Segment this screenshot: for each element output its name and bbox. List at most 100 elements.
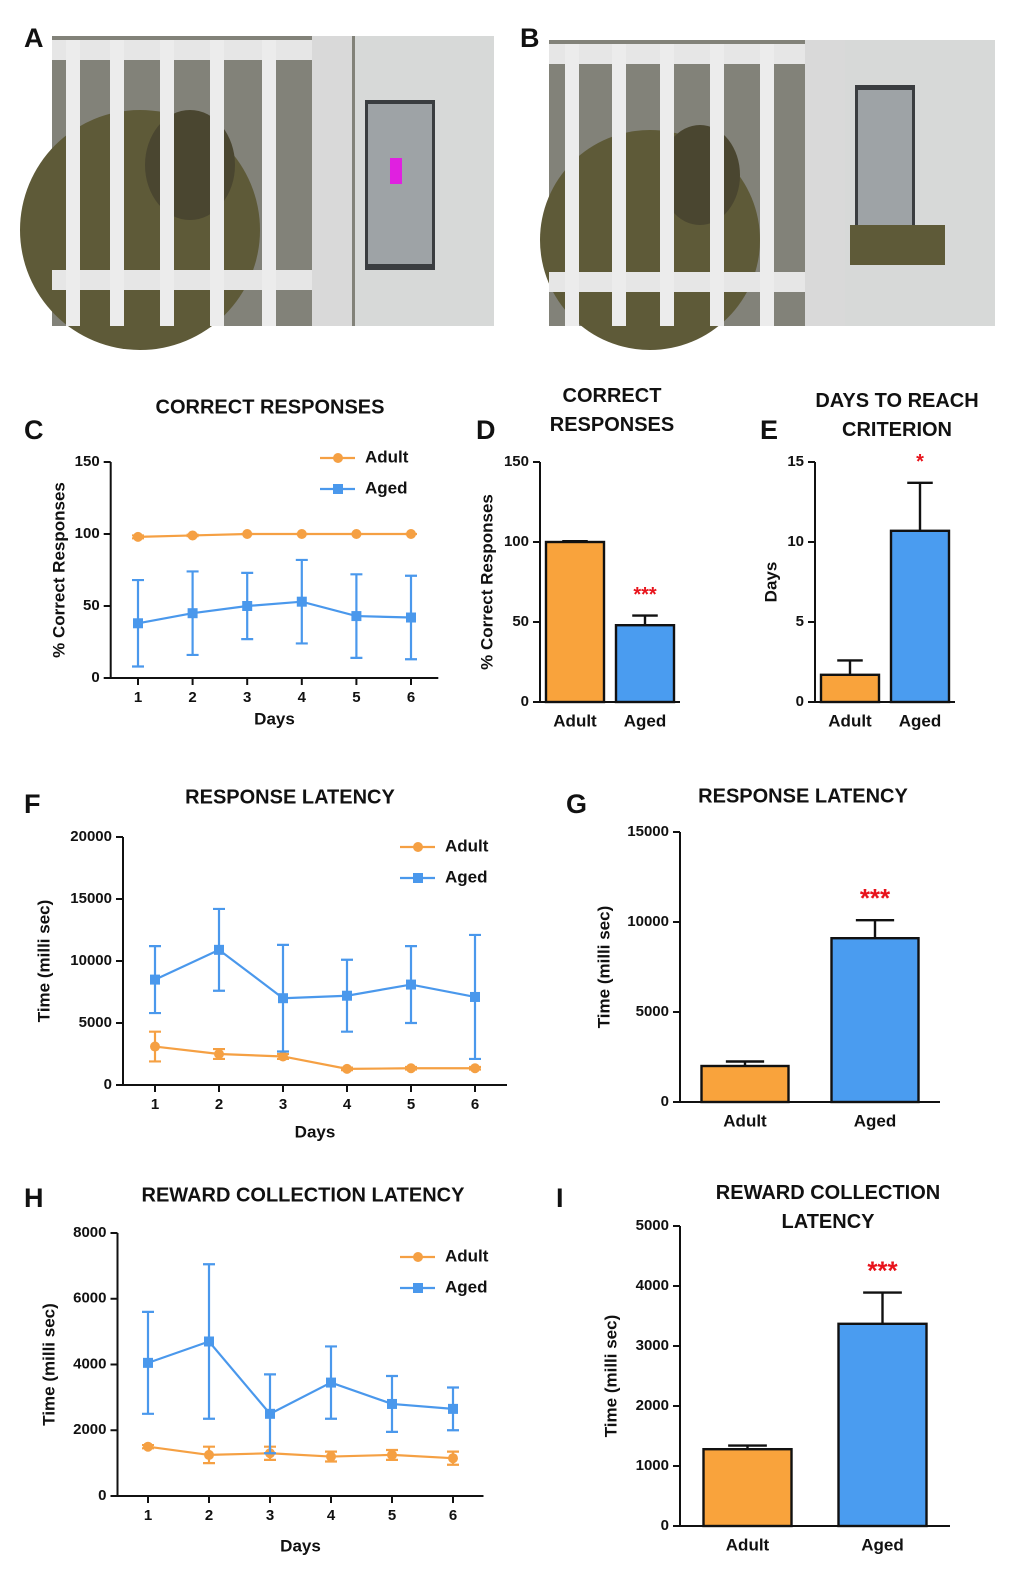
point bbox=[204, 1449, 214, 1460]
bar bbox=[614, 624, 676, 704]
y-axis-label: Time (milli sec) bbox=[594, 906, 613, 1029]
y-tick-label: 0 bbox=[661, 1517, 669, 1534]
x-tick-label: 6 bbox=[471, 1096, 479, 1113]
point bbox=[278, 1051, 288, 1062]
photo-a bbox=[20, 36, 494, 350]
y-tick-label: 2000 bbox=[73, 1421, 106, 1438]
x-tick-label: 4 bbox=[343, 1096, 352, 1113]
y-tick-label: 150 bbox=[504, 453, 529, 470]
x-axis-label: Days bbox=[280, 1536, 321, 1555]
x-tick-label: 1 bbox=[134, 689, 142, 706]
chart-title: CORRECT RESPONSES bbox=[550, 385, 674, 436]
bar bbox=[819, 673, 881, 704]
panel-letter: D bbox=[476, 415, 496, 445]
x-tick-label: 1 bbox=[151, 1096, 159, 1113]
point bbox=[214, 1049, 224, 1059]
title-line: DAYS TO REACH bbox=[815, 390, 978, 412]
point bbox=[342, 990, 352, 1001]
chart-title: DAYS TO REACH CRITERION bbox=[815, 390, 978, 441]
panel-letter: I bbox=[556, 1183, 564, 1213]
panel-letter: G bbox=[566, 789, 587, 819]
point bbox=[406, 612, 416, 623]
x-tick-label: 4 bbox=[298, 689, 307, 706]
chart-title: RESPONSE LATENCY bbox=[185, 786, 395, 808]
point bbox=[470, 991, 480, 1002]
chart-title: RESPONSE LATENCY bbox=[698, 785, 908, 807]
series-line bbox=[137, 600, 412, 625]
point bbox=[387, 1398, 397, 1409]
y-tick-label: 15 bbox=[787, 453, 804, 470]
photo-b bbox=[540, 40, 995, 350]
panel-letter: E bbox=[760, 415, 778, 445]
y-tick-label: 50 bbox=[83, 597, 100, 614]
x-tick-label: 2 bbox=[205, 1507, 213, 1524]
bar bbox=[702, 1447, 793, 1528]
point bbox=[265, 1408, 275, 1419]
point bbox=[214, 944, 224, 955]
point bbox=[133, 618, 143, 629]
y-axis-label: % Correct Responses bbox=[49, 482, 68, 658]
bar bbox=[544, 540, 606, 704]
legend-marker bbox=[413, 1283, 423, 1293]
x-tick-label: 5 bbox=[352, 689, 360, 706]
chart-title: REWARD COLLECTION LATENCY bbox=[142, 1184, 466, 1206]
y-tick-label: 10000 bbox=[70, 952, 112, 969]
title-line: RESPONSES bbox=[550, 414, 674, 436]
x-tick-label: Adult bbox=[726, 1535, 770, 1554]
point bbox=[296, 529, 307, 539]
y-tick-label: 15000 bbox=[70, 890, 112, 907]
point bbox=[187, 530, 198, 541]
point bbox=[278, 993, 288, 1004]
x-tick-label: 6 bbox=[449, 1507, 457, 1524]
significance: *** bbox=[867, 1255, 898, 1285]
y-tick-label: 100 bbox=[504, 533, 529, 550]
point bbox=[342, 1063, 352, 1074]
x-tick-label: Adult bbox=[553, 711, 597, 730]
point bbox=[351, 529, 362, 539]
title-line: CORRECT bbox=[563, 385, 662, 407]
y-tick-label: 50 bbox=[512, 613, 529, 630]
legend-marker bbox=[333, 453, 343, 463]
y-tick-label: 10 bbox=[787, 533, 804, 550]
y-tick-label: 15000 bbox=[627, 823, 669, 840]
point bbox=[406, 529, 416, 539]
y-tick-label: 4000 bbox=[73, 1355, 106, 1372]
y-tick-label: 10000 bbox=[627, 913, 669, 930]
x-tick-label: Aged bbox=[899, 711, 942, 730]
point bbox=[143, 1357, 153, 1368]
x-tick-label: 5 bbox=[388, 1507, 396, 1524]
point bbox=[242, 601, 253, 611]
x-tick-label: 2 bbox=[188, 689, 196, 706]
error-bar bbox=[632, 614, 658, 626]
bar bbox=[700, 1064, 790, 1104]
y-tick-label: 150 bbox=[75, 453, 100, 470]
x-tick-label: 4 bbox=[327, 1507, 336, 1524]
y-axis-label: Days bbox=[761, 562, 780, 603]
significance: *** bbox=[860, 883, 891, 913]
point bbox=[150, 974, 160, 985]
y-tick-label: 5000 bbox=[79, 1014, 112, 1031]
legend-label: Adult bbox=[365, 447, 409, 466]
error-bar bbox=[855, 919, 895, 939]
error-bar bbox=[907, 481, 933, 531]
legend-marker bbox=[413, 873, 423, 883]
x-tick-label: 5 bbox=[407, 1096, 415, 1113]
chart-title: REWARD COLLECTION LATENCY bbox=[716, 1182, 940, 1233]
series-line bbox=[137, 532, 411, 538]
y-tick-label: 6000 bbox=[73, 1290, 106, 1307]
legend-label: Aged bbox=[445, 867, 488, 886]
y-tick-label: 0 bbox=[91, 669, 99, 686]
point bbox=[351, 611, 362, 622]
bar bbox=[889, 529, 951, 704]
x-tick-label: 3 bbox=[243, 689, 251, 706]
point bbox=[296, 596, 307, 607]
x-tick-label: 3 bbox=[266, 1507, 274, 1524]
x-tick-label: 6 bbox=[407, 689, 415, 706]
error-bar bbox=[863, 1291, 902, 1324]
panel-letter: H bbox=[24, 1183, 44, 1213]
significance: * bbox=[916, 451, 924, 473]
y-tick-label: 0 bbox=[661, 1093, 669, 1110]
point bbox=[133, 531, 143, 542]
point bbox=[406, 1063, 416, 1074]
